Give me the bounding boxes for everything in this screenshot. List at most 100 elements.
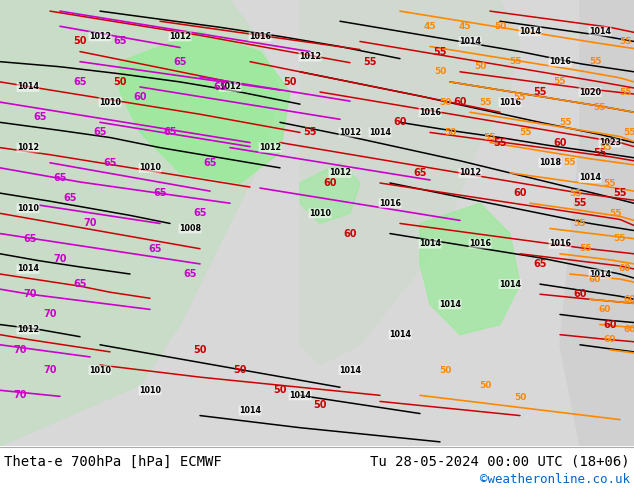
Text: 1014: 1014 — [459, 37, 481, 46]
Text: 1014: 1014 — [499, 280, 521, 289]
Text: 1016: 1016 — [419, 108, 441, 117]
Text: 60: 60 — [553, 138, 567, 147]
Text: 50: 50 — [494, 22, 506, 31]
Text: 1012: 1012 — [459, 169, 481, 177]
Text: 65: 65 — [173, 57, 187, 67]
Text: 60: 60 — [133, 92, 146, 102]
Polygon shape — [560, 0, 634, 446]
Text: 65: 65 — [53, 173, 67, 183]
Text: 55: 55 — [433, 47, 447, 56]
Text: 55: 55 — [619, 37, 631, 46]
Text: 55: 55 — [363, 57, 377, 67]
Text: 1016: 1016 — [469, 239, 491, 248]
Text: 1023: 1023 — [599, 138, 621, 147]
Text: 65: 65 — [33, 112, 47, 122]
Text: 65: 65 — [74, 77, 87, 87]
Text: 55: 55 — [624, 128, 634, 137]
Text: 1014: 1014 — [239, 406, 261, 415]
Text: ©weatheronline.co.uk: ©weatheronline.co.uk — [480, 473, 630, 487]
Text: 50: 50 — [434, 67, 446, 76]
Text: 1016: 1016 — [499, 98, 521, 107]
Text: 50: 50 — [444, 128, 456, 137]
Text: 1010: 1010 — [17, 204, 39, 213]
Text: 60: 60 — [393, 117, 407, 127]
Text: 65: 65 — [23, 234, 37, 244]
Text: 55: 55 — [559, 118, 571, 127]
Text: 1014: 1014 — [289, 391, 311, 400]
Text: 70: 70 — [13, 345, 27, 355]
Text: 55: 55 — [479, 98, 491, 107]
Text: 1014: 1014 — [589, 27, 611, 36]
Text: 70: 70 — [53, 254, 67, 264]
Text: 1012: 1012 — [259, 143, 281, 152]
Text: 60: 60 — [343, 228, 357, 239]
Text: 1012: 1012 — [17, 325, 39, 334]
Polygon shape — [420, 203, 520, 335]
Text: 1016: 1016 — [549, 239, 571, 248]
Text: 55: 55 — [594, 103, 606, 112]
Text: 65: 65 — [153, 188, 167, 198]
Text: 65: 65 — [183, 269, 197, 279]
Text: 55: 55 — [569, 189, 581, 197]
Text: 50: 50 — [113, 77, 127, 87]
Text: 55: 55 — [573, 198, 586, 208]
Text: 55: 55 — [508, 57, 521, 66]
Text: 1014: 1014 — [439, 300, 461, 309]
Text: 55: 55 — [609, 209, 621, 218]
Text: 1012: 1012 — [219, 82, 241, 92]
Text: 55: 55 — [598, 143, 611, 152]
Text: 70: 70 — [43, 310, 57, 319]
Text: 60: 60 — [624, 325, 634, 334]
Text: Tu 28-05-2024 00:00 UTC (18+06): Tu 28-05-2024 00:00 UTC (18+06) — [370, 455, 630, 469]
Text: 1010: 1010 — [99, 98, 121, 107]
Text: 50: 50 — [439, 366, 451, 374]
Text: 1014: 1014 — [579, 173, 601, 182]
Text: 1012: 1012 — [329, 169, 351, 177]
Text: 50: 50 — [474, 62, 486, 71]
Text: 55: 55 — [484, 133, 496, 142]
Polygon shape — [300, 0, 520, 365]
Text: 60: 60 — [323, 178, 337, 188]
Text: 65: 65 — [148, 244, 162, 254]
Text: 55: 55 — [604, 178, 616, 188]
Polygon shape — [300, 163, 360, 223]
Text: 60: 60 — [573, 289, 586, 299]
Text: Theta-e 700hPa [hPa] ECMWF: Theta-e 700hPa [hPa] ECMWF — [4, 455, 222, 469]
Text: 50: 50 — [273, 385, 287, 395]
Text: 60: 60 — [514, 188, 527, 198]
Text: 70: 70 — [13, 391, 27, 400]
Text: 50: 50 — [313, 400, 327, 411]
Text: 60: 60 — [624, 295, 634, 304]
Text: 70: 70 — [43, 365, 57, 375]
Text: 55: 55 — [574, 219, 586, 228]
Text: 1014: 1014 — [389, 330, 411, 339]
Text: 65: 65 — [63, 193, 77, 203]
Text: 50: 50 — [514, 393, 526, 402]
Text: 60: 60 — [598, 305, 611, 314]
Text: 55: 55 — [589, 57, 601, 66]
Text: 1014: 1014 — [589, 270, 611, 278]
Text: 55: 55 — [614, 234, 626, 243]
Text: 60: 60 — [453, 97, 467, 107]
Text: 1014: 1014 — [17, 265, 39, 273]
Text: 55: 55 — [613, 188, 627, 198]
Text: 50: 50 — [74, 36, 87, 47]
Text: 1014: 1014 — [17, 82, 39, 92]
Text: 65: 65 — [533, 259, 547, 269]
Text: 55: 55 — [553, 77, 566, 86]
Text: 1012: 1012 — [89, 32, 111, 41]
Text: 55: 55 — [533, 87, 547, 97]
Text: 50: 50 — [193, 345, 207, 355]
Text: 50: 50 — [479, 381, 491, 390]
Text: 60: 60 — [619, 265, 631, 273]
Polygon shape — [0, 0, 280, 446]
Text: 55: 55 — [593, 147, 607, 158]
Text: 1014: 1014 — [369, 128, 391, 137]
Text: 1010: 1010 — [309, 209, 331, 218]
Text: 50: 50 — [233, 365, 247, 375]
Text: 65: 65 — [213, 82, 227, 92]
Text: 1016: 1016 — [379, 199, 401, 208]
Text: 65: 65 — [193, 208, 207, 219]
Text: 55: 55 — [579, 244, 592, 253]
Text: 55: 55 — [514, 93, 526, 101]
